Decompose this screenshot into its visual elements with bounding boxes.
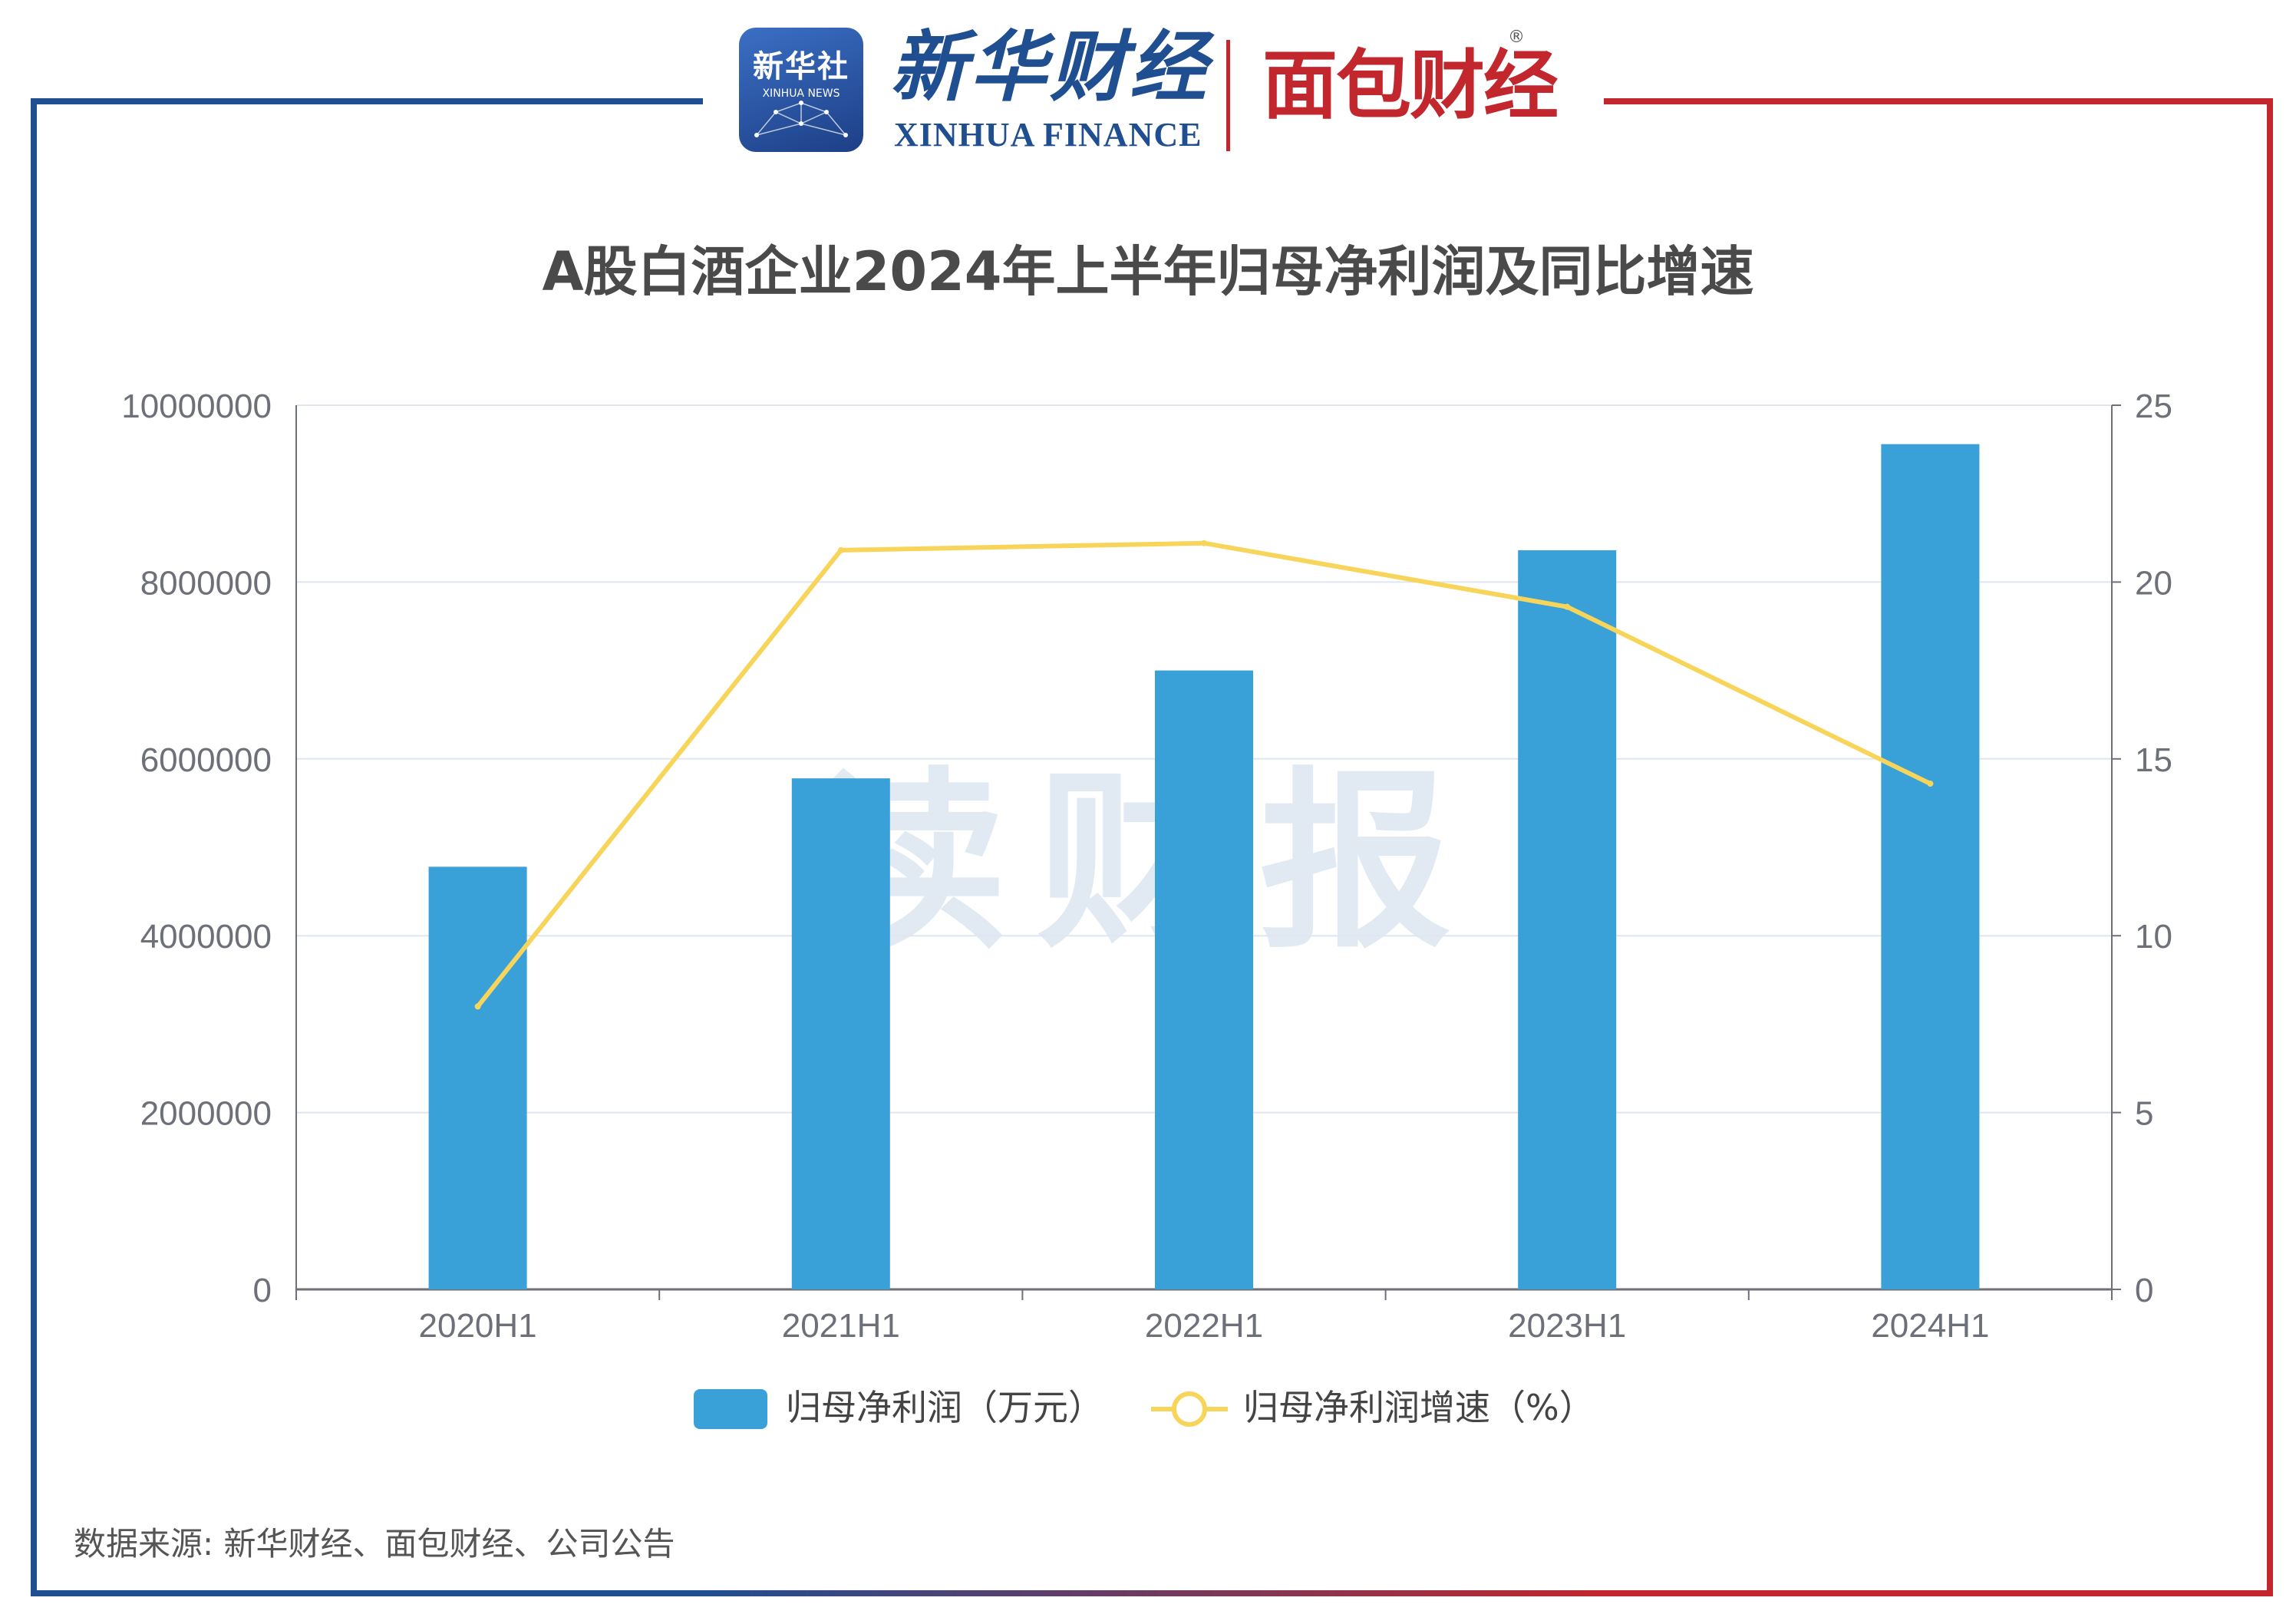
- growth-point-2024H1: [1927, 781, 1934, 787]
- watermark-text: 读财报: [814, 751, 1482, 974]
- bar-2020H1: [428, 866, 527, 1289]
- legend-bar-label: 归母净利润（万元）: [786, 1387, 1103, 1428]
- y-right-tick-label: 5: [2135, 1095, 2153, 1133]
- y-left-tick-label: 8000000: [140, 564, 272, 602]
- growth-point-2021H1: [837, 546, 844, 553]
- x-tick-label: 2022H1: [1145, 1307, 1263, 1345]
- bar-2022H1: [1155, 670, 1253, 1289]
- y-right-tick-label: 10: [2135, 918, 2172, 956]
- xinhua-news-logo: 新华社 XINHUA NEWS: [739, 28, 863, 152]
- y-left-tick-label: 2000000: [140, 1095, 272, 1133]
- x-tick-label: 2024H1: [1871, 1307, 1989, 1345]
- frame-left-border: [31, 98, 703, 1596]
- bar-2023H1: [1518, 550, 1617, 1289]
- header-logos: 新华社 XINHUA NEWS 新华财经 XINHUA FINANCE 面包财经…: [733, 17, 1577, 163]
- bar-2024H1: [1881, 444, 1980, 1289]
- y-left-tick-label: 10000000: [121, 388, 272, 425]
- x-tick-label: 2021H1: [782, 1307, 900, 1345]
- logo-divider: [1226, 40, 1230, 151]
- registered-mark: ®: [1508, 28, 1525, 47]
- bar-2021H1: [791, 778, 890, 1289]
- data-source-note: 数据来源: 新华财经、面包财经、公司公告: [74, 1525, 675, 1563]
- y-right-tick-label: 25: [2135, 388, 2172, 425]
- xinhua-badge-cn: 新华社: [753, 49, 849, 84]
- xinhua-finance-logo-en: XINHUA FINANCE: [894, 116, 1202, 153]
- legend-line-marker: [1172, 1391, 1207, 1427]
- x-tick-label: 2023H1: [1508, 1307, 1626, 1345]
- xinhua-finance-logo-cn: 新华财经: [890, 21, 1209, 112]
- growth-point-2020H1: [474, 1003, 481, 1010]
- y-right-tick-label: 0: [2135, 1272, 2153, 1309]
- growth-point-2023H1: [1564, 603, 1571, 610]
- growth-point-2022H1: [1201, 540, 1207, 546]
- y-right-tick-label: 20: [2135, 564, 2172, 602]
- y-right-tick-label: 15: [2135, 741, 2172, 779]
- frame-right-border: [1604, 98, 2273, 1596]
- x-tick-label: 2020H1: [419, 1307, 537, 1345]
- legend-bar-swatch: [694, 1389, 767, 1429]
- mianbao-finance-logo: 面包财经: [1262, 42, 1559, 130]
- chart-title: A股白酒企业2024年上半年归母净利润及同比增速: [542, 240, 1754, 303]
- network-icon: [754, 101, 848, 137]
- xinhua-badge-en: XINHUA NEWS: [762, 87, 840, 100]
- y-left-tick-label: 6000000: [140, 741, 272, 779]
- y-left-tick-label: 4000000: [140, 918, 272, 956]
- frame-bottom-border: [703, 1590, 1604, 1596]
- y-left-tick-label: 0: [253, 1272, 272, 1309]
- legend-line-label: 归母净利润增速（%）: [1243, 1387, 1595, 1428]
